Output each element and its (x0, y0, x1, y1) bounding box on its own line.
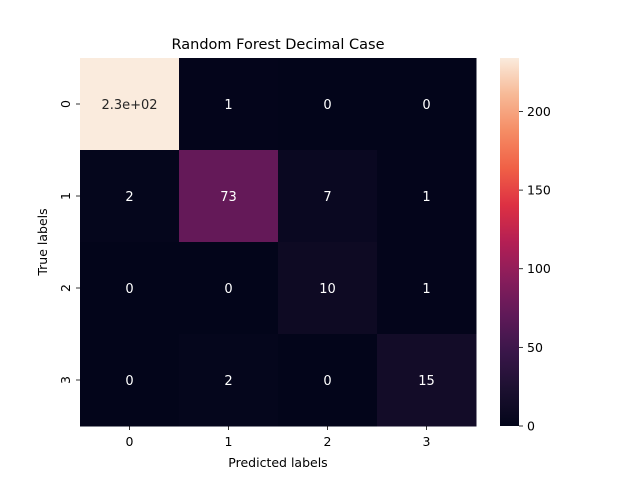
heatmap-cell (179, 242, 279, 335)
heatmap-cell (377, 242, 477, 335)
colorbar-tick-label: 200 (527, 104, 551, 119)
x-axis: 0 1 2 3 (126, 426, 431, 449)
cell-value-label: 73 (220, 190, 237, 205)
cell-value-label: 2.3e+02 (101, 98, 157, 113)
heatmap-cell (179, 334, 279, 427)
heatmap-cell (278, 150, 378, 243)
colorbar: 0 50 100 150 200 (500, 58, 551, 434)
heatmap-cell (377, 150, 477, 243)
heatmap-cell (179, 150, 279, 243)
heatmap-cell (377, 58, 477, 151)
y-tick-label: 1 (58, 192, 73, 200)
heatmap-cell (80, 334, 180, 427)
colorbar-gradient (500, 58, 519, 426)
y-tick-label: 2 (58, 284, 73, 292)
cell-value-label: 1 (224, 98, 232, 113)
cell-value-label: 1 (422, 190, 430, 205)
x-axis-label: Predicted labels (228, 455, 327, 470)
cell-value-label: 0 (323, 374, 331, 389)
cell-value-label: 0 (125, 282, 133, 297)
chart-title: Random Forest Decimal Case (172, 37, 385, 53)
colorbar-tick-label: 0 (527, 419, 535, 434)
x-tick-label: 1 (225, 434, 233, 449)
cell-value-label: 2 (125, 190, 133, 205)
cell-value-label: 0 (125, 374, 133, 389)
heatmap-cell (278, 242, 378, 335)
colorbar-tick-label: 100 (527, 261, 551, 276)
heatmap-cell (278, 58, 378, 151)
x-tick-label: 2 (324, 434, 332, 449)
heatmap-cell (80, 242, 180, 335)
cell-value-label: 10 (319, 282, 336, 297)
x-tick-label: 0 (126, 434, 134, 449)
cell-value-label: 0 (323, 98, 331, 113)
cell-value-label: 1 (422, 282, 430, 297)
x-tick-label: 3 (423, 434, 431, 449)
cell-value-label: 0 (224, 282, 232, 297)
y-tick-label: 0 (58, 100, 73, 108)
cell-value-label: 7 (323, 190, 331, 205)
y-axis: 0 1 2 3 (58, 100, 80, 384)
heatmap-cell (377, 334, 477, 427)
heatmap-cell (179, 58, 279, 151)
heatmap-cell (80, 58, 180, 151)
colorbar-tick-label: 150 (527, 183, 551, 198)
heatmap-cell (80, 150, 180, 243)
cell-value-label: 0 (422, 98, 430, 113)
cell-value-label: 15 (418, 374, 435, 389)
cell-value-label: 2 (224, 374, 232, 389)
colorbar-tick-label: 50 (527, 340, 543, 355)
y-tick-label: 3 (58, 376, 73, 384)
heatmap-cells: 2.3e+02 1 0 02 73 7 10 0 10 10 2 0 15 (80, 58, 477, 427)
heatmap-cell (278, 334, 378, 427)
y-axis-label: True labels (35, 208, 50, 276)
